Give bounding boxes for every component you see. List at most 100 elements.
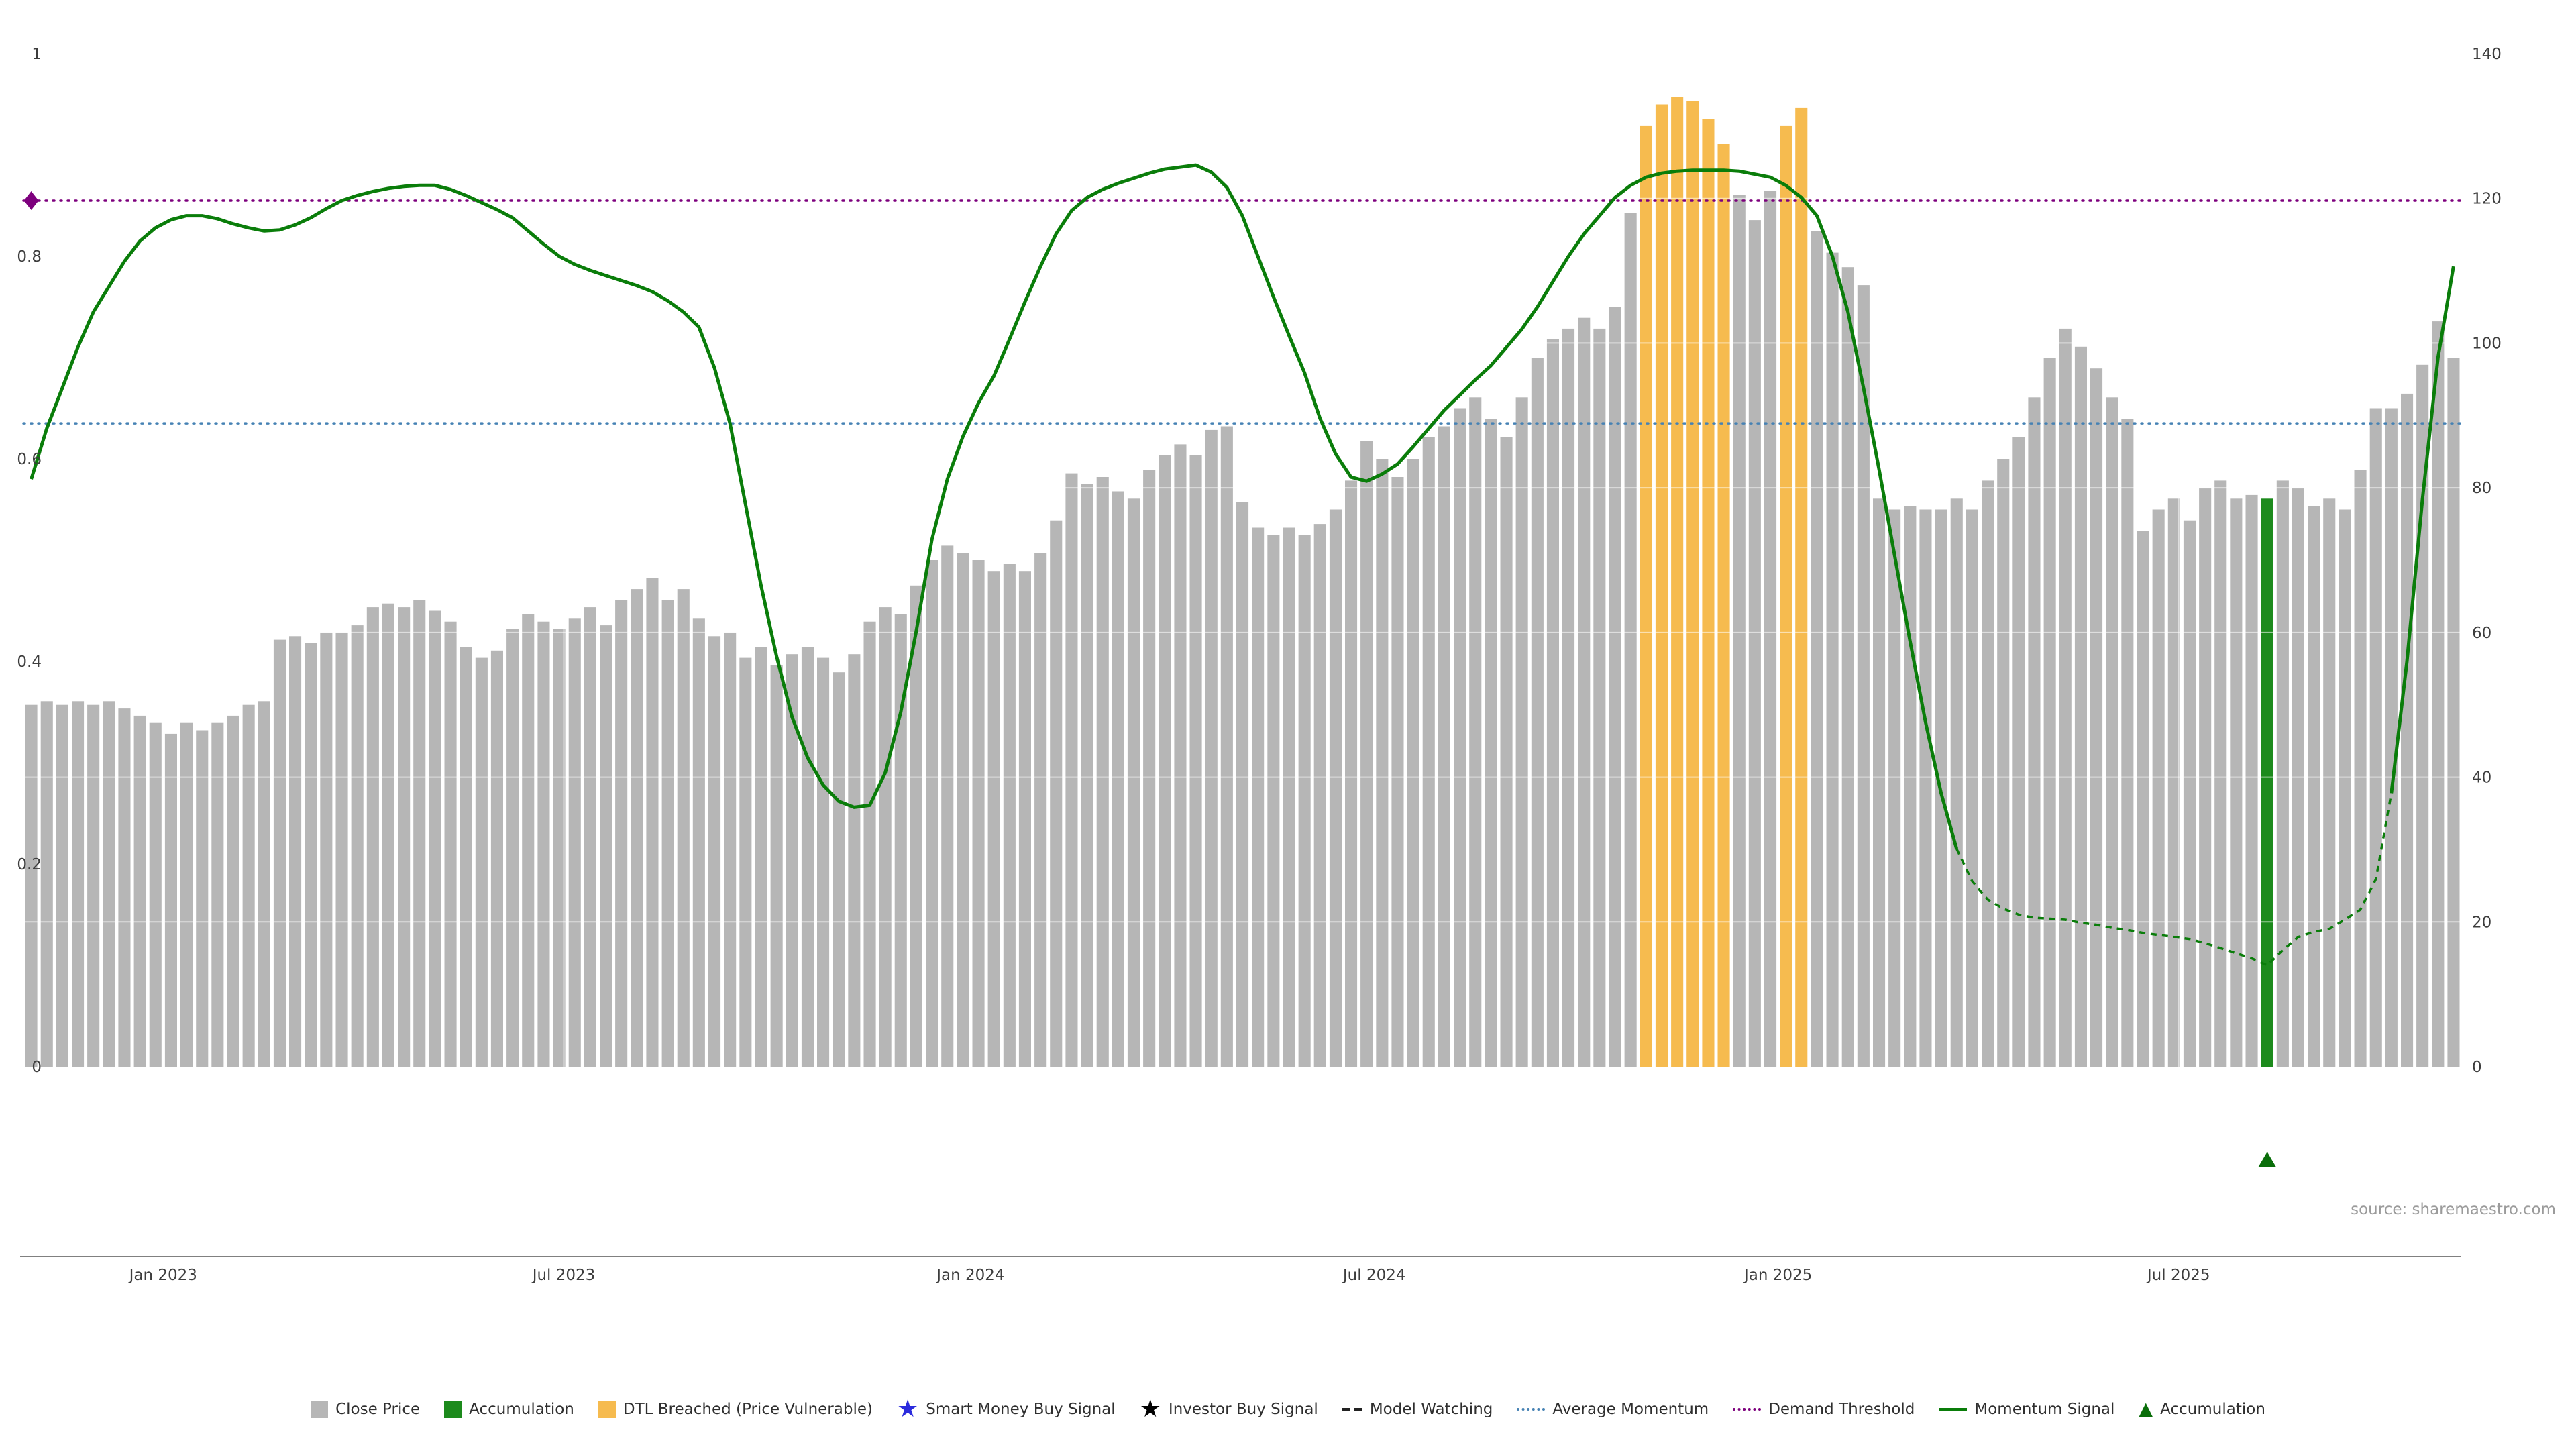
close-price-bar (2323, 498, 2336, 1067)
right-axis-tick: 140 (2472, 46, 2502, 63)
gridlines (23, 53, 2461, 1067)
close-price-bar (817, 657, 830, 1067)
close-price-bar (957, 553, 969, 1067)
legend-item-investor-buy-signal[interactable]: ★ Investor Buy Signal (1140, 1397, 1318, 1421)
close-price-bar (863, 621, 876, 1067)
dtl-breached-bar (1795, 107, 1808, 1067)
close-price-bar (413, 600, 426, 1067)
close-price-bar (1252, 527, 1265, 1067)
close-price-bar (677, 589, 690, 1067)
close-price-bar (1313, 524, 1326, 1067)
close-price-bar (1391, 477, 1404, 1067)
close-price-bar (910, 585, 922, 1067)
close-price-bar (1888, 509, 1901, 1067)
close-price-bar (1143, 470, 1156, 1067)
dotted-line-icon (1733, 1408, 1762, 1411)
legend-label: Accumulation (2160, 1401, 2265, 1418)
chart-legend: Close Price Accumulation DTL Breached (Pri… (0, 1397, 2576, 1421)
legend-item-dtl-breached[interactable]: DTL Breached (Price Vulnerable) (598, 1401, 873, 1418)
close-price-bar (1546, 339, 1559, 1067)
close-price-bar (2152, 509, 2165, 1067)
close-price-bar (2028, 397, 2041, 1067)
close-price-bar (1919, 509, 1932, 1067)
x-axis-tick-label: Jul 2023 (531, 1267, 596, 1284)
close-price-bar (2074, 346, 2087, 1067)
square-icon (598, 1401, 616, 1418)
close-price-bar (1748, 220, 1761, 1067)
close-price-bar (351, 625, 364, 1067)
legend-item-smart-money-buy-signal[interactable]: ★ Smart Money Buy Signal (897, 1397, 1116, 1421)
close-price-bar (25, 704, 38, 1067)
legend-label: DTL Breached (Price Vulnerable) (623, 1401, 873, 1418)
x-axis-tick-label: Jan 2025 (1743, 1267, 1812, 1284)
close-price-bar (289, 636, 302, 1067)
solid-line-icon (1939, 1407, 1968, 1411)
close-price-bar (926, 560, 938, 1067)
close-price-bar (1485, 419, 1497, 1067)
legend-item-accumulation-marker[interactable]: ▲ Accumulation (2139, 1399, 2265, 1419)
close-price-bar (1515, 397, 1528, 1067)
close-price-bar (600, 625, 612, 1067)
close-price-bar (398, 607, 411, 1067)
close-price-bar (1081, 484, 1093, 1067)
close-price-bar (770, 665, 783, 1067)
triangle-icon: ▲ (2139, 1399, 2153, 1419)
close-price-bar (739, 657, 752, 1067)
momentum-signal-line-model-watching (1955, 792, 2393, 967)
right-axis-tick: 100 (2472, 335, 2502, 352)
close-price-bar (2059, 328, 2072, 1067)
close-price-bar (149, 722, 162, 1067)
legend-item-close-price[interactable]: Close Price (311, 1401, 420, 1418)
close-price-bar (444, 621, 457, 1067)
close-price-bar (631, 589, 643, 1067)
close-price-bar (1360, 441, 1373, 1067)
close-price-bar (87, 704, 100, 1067)
close-price-bar (1764, 191, 1777, 1067)
close-price-bar (1811, 231, 1823, 1067)
close-price-bar (537, 621, 550, 1067)
close-price-bar (1593, 328, 1606, 1067)
close-price-bar (1034, 553, 1047, 1067)
close-price-bars (25, 97, 2460, 1067)
legend-item-average-momentum[interactable]: Average Momentum (1517, 1401, 1709, 1418)
close-price-bar (320, 632, 333, 1067)
legend-item-demand-threshold[interactable]: Demand Threshold (1733, 1401, 1915, 1418)
accumulation-triangle-icon (2258, 1152, 2276, 1167)
momentum-signal-line (30, 163, 1959, 849)
left-axis-tick: 0.4 (17, 653, 42, 671)
close-price-bar (1982, 480, 1994, 1067)
close-price-bar (2183, 520, 2196, 1067)
close-price-bar (1267, 535, 1280, 1067)
legend-item-accumulation-bar[interactable]: Accumulation (444, 1401, 574, 1418)
close-price-bar (506, 629, 519, 1067)
legend-item-momentum-signal[interactable]: Momentum Signal (1939, 1401, 2114, 1418)
close-price-bar (1298, 535, 1311, 1067)
close-price-bar (1422, 437, 1435, 1067)
close-price-bar (335, 632, 348, 1067)
close-price-bar (1112, 491, 1124, 1067)
left-axis-tick: 0.6 (17, 451, 42, 468)
dashes-icon (1342, 1408, 1362, 1411)
legend-label: Model Watching (1369, 1401, 1493, 1418)
close-price-bar (2043, 358, 2056, 1067)
right-axis-tick: 60 (2472, 625, 2491, 642)
close-price-bar (1904, 506, 1917, 1067)
close-price-bar (2167, 498, 2180, 1067)
right-axis-tick: 120 (2472, 191, 2502, 208)
close-price-bar (1438, 426, 1450, 1067)
close-price-bar (1018, 571, 1031, 1067)
close-price-bar (1826, 252, 1839, 1067)
dtl-breached-bar (1686, 101, 1699, 1067)
close-price-bar (1174, 444, 1187, 1067)
close-price-bar (553, 629, 566, 1067)
right-axis-tick: 80 (2472, 480, 2491, 497)
dtl-breached-bar (1702, 119, 1715, 1067)
accumulation-bar (2261, 498, 2273, 1067)
close-price-bar (1003, 564, 1016, 1067)
close-price-bar (972, 560, 985, 1067)
right-axis-tick: 20 (2472, 914, 2491, 931)
close-price-bar (941, 545, 954, 1067)
legend-item-model-watching[interactable]: Model Watching (1342, 1401, 1493, 1418)
close-price-bar (615, 600, 628, 1067)
